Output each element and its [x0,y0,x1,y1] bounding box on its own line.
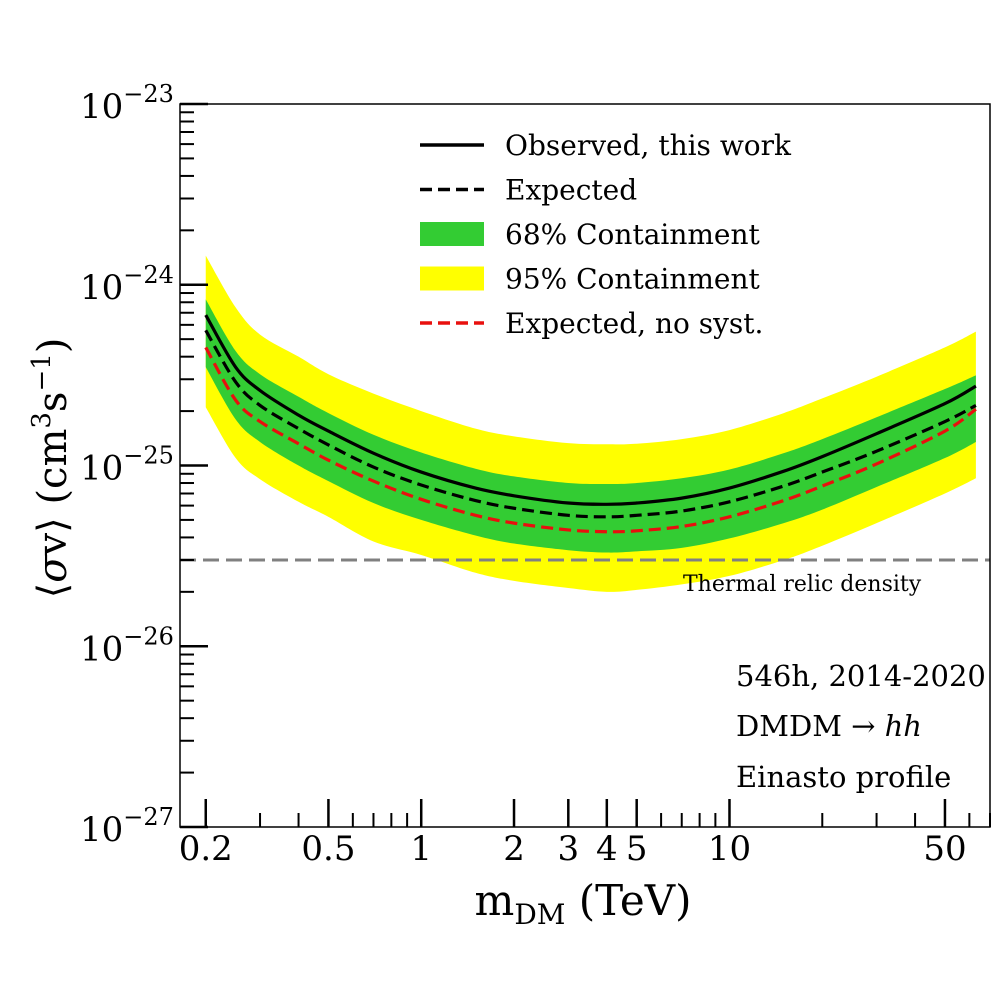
y-label-unit-close: ) [30,338,76,354]
y-tick-base: 10 [80,87,123,127]
y-tick-label: 10−25 [80,442,174,489]
legend-label-2: 68% Containment [505,218,761,251]
y-tick-exp: −26 [123,622,174,650]
series-line-2 [204,346,977,534]
series-line-1 [204,329,977,519]
y-label-exp3: 3 [27,412,57,429]
legend-swatch-2 [420,222,484,246]
y-label-unit-open: (cm [30,429,76,518]
y-label-close: ⟩ [30,517,76,533]
y-label-v: v [30,532,76,556]
y-axis-label: ⟨σv⟩ (cm3s−1) [27,338,76,599]
x-tick-label: 50 [923,829,966,869]
y-label-s: s [30,392,76,413]
y-label-sigma: σ [30,554,76,583]
y-tick-exp: −23 [123,80,174,108]
series-line-0 [204,314,977,506]
x-tick-label: 5 [626,829,648,869]
series-lines [204,314,977,534]
x-tick-label: 1 [410,829,432,869]
annotation-profile: Einasto profile [736,760,951,794]
x-tick-label: 0.2 [179,829,233,869]
x-tick-label: 0.5 [301,829,355,869]
x-tick-label: 2 [503,829,525,869]
y-tick-label: 10−23 [80,80,174,127]
annotation-channel-italic: hh [885,709,922,743]
x-tick-label: 4 [596,829,618,869]
band-68-containment [205,299,976,553]
legend-label-1: Expected [505,174,637,207]
annotation-exposure: 546h, 2014-2020 [736,659,986,693]
x-axis-label-main: m [474,876,514,925]
y-tick-base: 10 [80,449,123,489]
y-tick-exp: −27 [123,803,174,831]
y-tick-label: 10−27 [80,803,174,850]
x-axis-label: mDM (TeV) [474,876,691,931]
legend: Observed, this work Expected 68% Containme… [420,129,792,340]
y-tick-label: 10−24 [80,261,174,308]
y-label-expm1: −1 [27,353,57,391]
y-tick-base: 10 [80,810,123,850]
y-tick-exp: −24 [123,261,174,289]
annotation-channel: DMDM → hh [736,709,922,743]
y-tick-exp: −25 [123,442,174,470]
legend-swatch-3 [420,266,484,291]
y-tick-base: 10 [80,629,123,669]
x-axis-ticks: 0.2 0.5 1 2 3 4 5 10 50 [179,799,991,869]
y-tick-base: 10 [80,268,123,308]
x-tick-label: 3 [557,829,579,869]
x-axis-label-sub: DM [514,898,565,931]
x-tick-label: 10 [708,829,751,869]
containment-bands [205,255,976,592]
y-label-open: ⟨ [30,583,76,599]
x-axis-label-rest: (TeV) [565,876,691,925]
legend-label-3: 95% Containment [505,263,761,296]
ref-line-label: Thermal relic density [683,572,922,597]
legend-label-0: Observed, this work [505,129,792,162]
y-tick-label: 10−26 [80,622,174,669]
legend-label-4: Expected, no syst. [505,307,763,340]
annotation-channel-prefix: DMDM → [736,709,885,743]
